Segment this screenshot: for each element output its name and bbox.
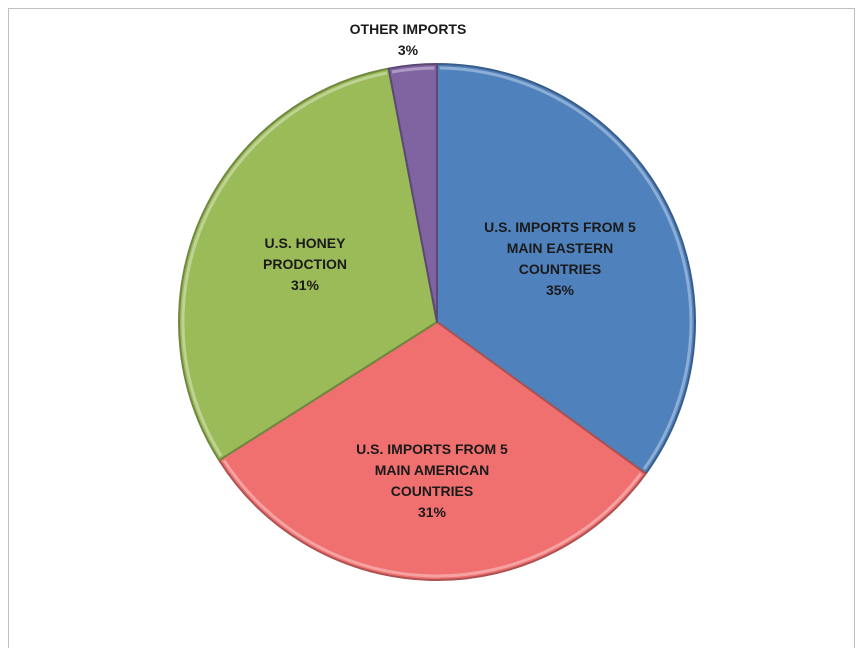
data-label-text: U.S. IMPORTS FROM 5 — [356, 441, 508, 457]
data-label-text: MAIN EASTERN — [507, 240, 614, 256]
pie-slice-other-imports — [387, 63, 438, 323]
data-label-u-s-honey-prodction: U.S. HONEY PRODCTION 31% — [263, 235, 347, 293]
data-label-percent: 31% — [291, 277, 320, 293]
pie-labels: U.S. IMPORTS FROM 5 MAIN EASTERN COUNTRIES… — [263, 21, 636, 520]
data-label-text: PRODCTION — [263, 256, 347, 272]
data-label-percent: 35% — [546, 282, 575, 298]
data-label-text: COUNTRIES — [519, 261, 601, 277]
pie-slice-u-s-imports-from-5-main-eastern-countries — [436, 63, 696, 475]
data-label-percent: 3% — [398, 42, 419, 58]
pie-slices — [178, 63, 696, 581]
pie-slice-u-s-honey-prodction — [178, 67, 438, 462]
data-label-other-imports: OTHER IMPORTS 3% — [350, 21, 467, 58]
data-label-percent: 31% — [418, 504, 447, 520]
data-label-text: MAIN AMERICAN — [375, 462, 490, 478]
pie-slice-bevel — [439, 66, 693, 471]
data-label-text: COUNTRIES — [391, 483, 473, 499]
pie-slice-u-s-imports-from-5-main-american-countries — [218, 321, 647, 581]
data-label-u-s-imports-from-5-main-american-countries: U.S. IMPORTS FROM 5 MAIN AMERICAN COUNTRIE… — [356, 441, 508, 520]
chart-frame — [8, 8, 855, 648]
data-label-u-s-imports-from-5-main-eastern-countries: U.S. IMPORTS FROM 5 MAIN EASTERN COUNTRIES… — [484, 219, 636, 298]
data-label-text: U.S. IMPORTS FROM 5 — [484, 219, 636, 235]
pie-slice-bevel — [391, 66, 435, 74]
data-label-text: OTHER IMPORTS — [350, 21, 467, 37]
pie-chart: U.S. IMPORTS FROM 5 MAIN EASTERN COUNTRIES… — [178, 21, 696, 581]
pie-slice-bevel — [222, 459, 643, 578]
data-label-text: U.S. HONEY — [265, 235, 347, 251]
pie-slice-bevel — [181, 71, 388, 457]
